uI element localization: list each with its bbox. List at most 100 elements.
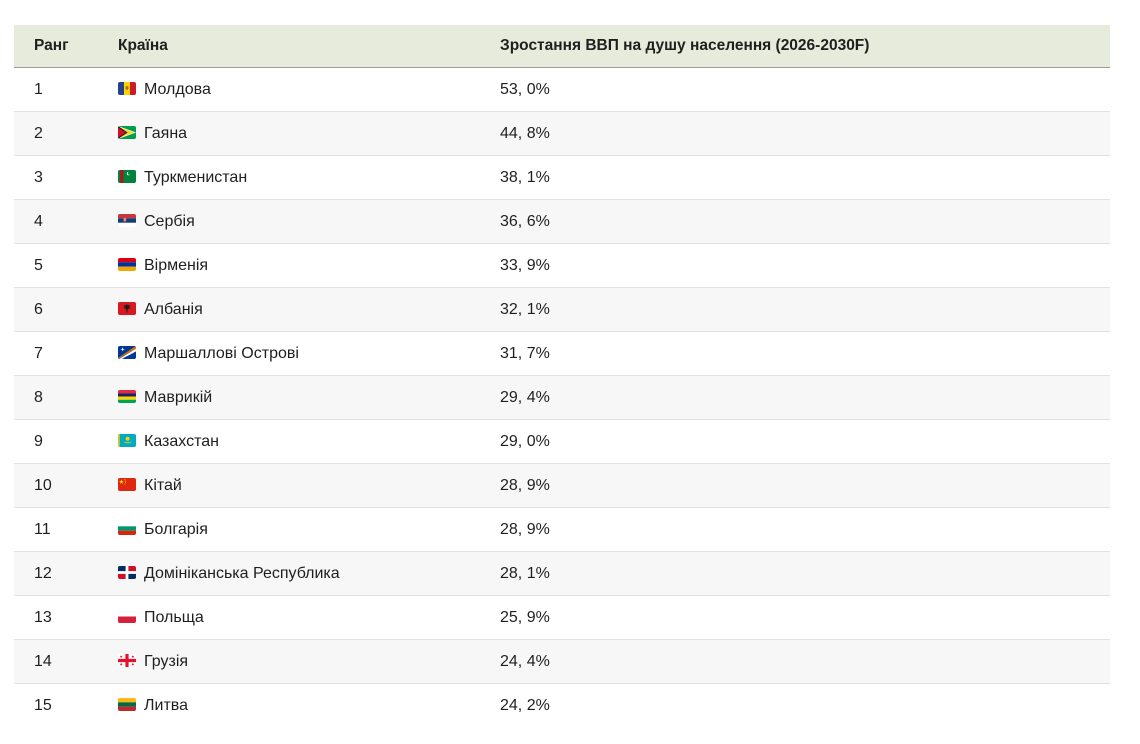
value-cell: 32, 1% xyxy=(500,287,1110,332)
rank-cell: 15 xyxy=(14,684,118,728)
marshall-islands-flag-icon xyxy=(118,345,136,359)
rank-cell: 2 xyxy=(14,111,118,156)
table-row: 6 Албанія 32, 1% xyxy=(14,287,1110,332)
lithuania-flag-icon xyxy=(118,697,136,711)
table-row: 10 Кітай 28, 9% xyxy=(14,463,1110,508)
table-row: 5 Вірменія 33, 9% xyxy=(14,243,1110,288)
dominican-republic-flag-icon xyxy=(118,565,136,579)
rank-value: 14 xyxy=(34,652,52,670)
growth-value: 24, 4% xyxy=(500,652,550,670)
value-cell: 29, 4% xyxy=(500,375,1110,420)
country-name: Гаяна xyxy=(144,124,188,142)
country-name: Польща xyxy=(144,608,204,626)
rank-value: 6 xyxy=(34,300,43,318)
guyana-flag-icon xyxy=(118,125,136,139)
rank-cell: 8 xyxy=(14,375,118,420)
country-cell: Туркменистан xyxy=(118,155,500,200)
rank-value: 4 xyxy=(34,212,43,230)
growth-value: 28, 9% xyxy=(500,476,550,494)
rank-value: 5 xyxy=(34,256,43,274)
rank-cell: 12 xyxy=(14,551,118,596)
table-row: 1 Молдова 53, 0% xyxy=(14,67,1110,112)
value-cell: 31, 7% xyxy=(500,331,1110,376)
china-flag-icon xyxy=(118,477,136,491)
table-row: 14 Грузія 24, 4% xyxy=(14,639,1110,684)
growth-value: 29, 4% xyxy=(500,388,550,406)
country-cell: Кітай xyxy=(118,463,500,508)
value-cell: 28, 9% xyxy=(500,507,1110,552)
rank-cell: 14 xyxy=(14,639,118,684)
country-name: Туркменистан xyxy=(144,168,248,186)
column-header-rank: Ранг xyxy=(14,25,118,68)
country-name: Литва xyxy=(144,696,188,714)
rank-value: 8 xyxy=(34,388,43,406)
rank-value: 7 xyxy=(34,344,43,362)
growth-value: 53, 0% xyxy=(500,80,550,98)
armenia-flag-icon xyxy=(118,257,136,271)
column-header-country: Країна xyxy=(118,25,500,68)
rank-cell: 5 xyxy=(14,243,118,288)
value-cell: 44, 8% xyxy=(500,111,1110,156)
rank-cell: 7 xyxy=(14,331,118,376)
rank-cell: 3 xyxy=(14,155,118,200)
growth-value: 44, 8% xyxy=(500,124,550,142)
country-cell: Молдова xyxy=(118,67,500,112)
country-cell: Сербія xyxy=(118,199,500,244)
column-header-value: Зростання ВВП на душу населення (2026-20… xyxy=(500,25,1110,68)
rank-value: 13 xyxy=(34,608,52,626)
rank-value: 10 xyxy=(34,476,52,494)
kazakhstan-flag-icon xyxy=(118,433,136,447)
value-cell: 28, 9% xyxy=(500,463,1110,508)
table-row: 12 Домініканська Республика 28, 1% xyxy=(14,551,1110,596)
country-name: Маврикій xyxy=(144,388,213,406)
country-cell: Гаяна xyxy=(118,111,500,156)
growth-value: 24, 2% xyxy=(500,696,550,714)
growth-value: 29, 0% xyxy=(500,432,550,450)
rank-value: 11 xyxy=(34,520,51,538)
table-row: 4 Сербія 36, 6% xyxy=(14,199,1110,244)
rank-cell: 10 xyxy=(14,463,118,508)
country-cell: Домініканська Республика xyxy=(118,551,500,596)
turkmenistan-flag-icon xyxy=(118,169,136,183)
value-cell: 28, 1% xyxy=(500,551,1110,596)
poland-flag-icon xyxy=(118,609,136,623)
value-cell: 25, 9% xyxy=(500,595,1110,640)
moldova-flag-icon xyxy=(118,81,136,95)
country-name: Казахстан xyxy=(144,432,219,450)
growth-value: 38, 1% xyxy=(500,168,550,186)
mauritius-flag-icon xyxy=(118,389,136,403)
country-name: Грузія xyxy=(144,652,189,670)
country-name: Маршаллові Острові xyxy=(144,344,299,362)
rank-value: 3 xyxy=(34,168,43,186)
country-name: Вірменія xyxy=(144,256,209,274)
country-cell: Литва xyxy=(118,684,500,728)
table-header: Ранг Країна Зростання ВВП на душу населе… xyxy=(14,25,1110,68)
country-name: Болгарія xyxy=(144,520,208,538)
table-row: 8 Маврикій 29, 4% xyxy=(14,375,1110,420)
rank-value: 2 xyxy=(34,124,43,142)
rank-cell: 6 xyxy=(14,287,118,332)
value-cell: 24, 2% xyxy=(500,684,1110,728)
table-row: 9 Казахстан 29, 0% xyxy=(14,419,1110,464)
country-cell: Вірменія xyxy=(118,243,500,288)
table-row: 13 Польща 25, 9% xyxy=(14,595,1110,640)
value-cell: 33, 9% xyxy=(500,243,1110,288)
value-cell: 38, 1% xyxy=(500,155,1110,200)
rank-value: 1 xyxy=(34,80,43,98)
country-name: Домініканська Республика xyxy=(144,564,340,582)
albania-flag-icon xyxy=(118,301,136,315)
table-row: 7 Маршаллові Острові 31, 7% xyxy=(14,331,1110,376)
table-row: 11 Болгарія 28, 9% xyxy=(14,507,1110,552)
growth-value: 36, 6% xyxy=(500,212,550,230)
table-row: 2 Гаяна 44, 8% xyxy=(14,111,1110,156)
country-name: Кітай xyxy=(144,476,182,494)
value-cell: 24, 4% xyxy=(500,639,1110,684)
header-row: Ранг Країна Зростання ВВП на душу населе… xyxy=(14,25,1110,68)
growth-value: 25, 9% xyxy=(500,608,550,626)
value-cell: 29, 0% xyxy=(500,419,1110,464)
rank-value: 12 xyxy=(34,564,52,582)
rank-cell: 11 xyxy=(14,507,118,552)
country-cell: Болгарія xyxy=(118,507,500,552)
table-row: 15 Литва 24, 2% xyxy=(14,684,1110,728)
